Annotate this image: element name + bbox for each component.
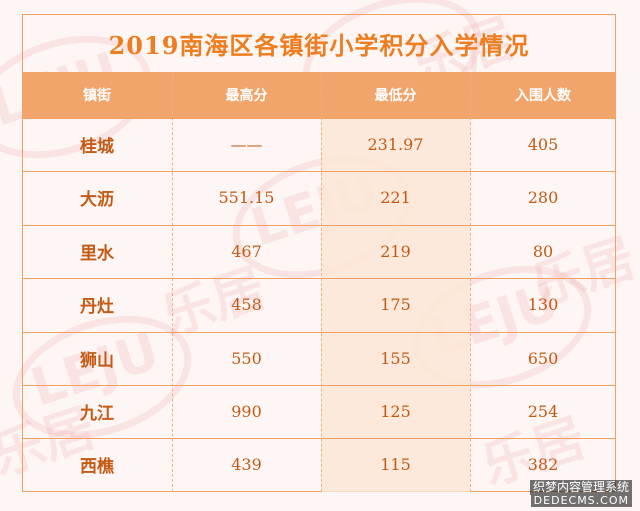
row-divider	[22, 278, 616, 279]
table-cell: 221	[380, 188, 411, 207]
table-cell: ——	[230, 135, 263, 154]
table-cell: 382	[527, 455, 559, 474]
town-name-cell: 狮山	[80, 351, 114, 371]
row-divider	[22, 332, 616, 333]
table-cell: 125	[380, 402, 411, 421]
table-cell: 280	[527, 188, 559, 207]
cms-watermark-domain: DEDECMS.COM	[530, 494, 632, 507]
lowest-score-column-highlight	[321, 118, 470, 492]
table-cell: 254	[527, 402, 559, 421]
table-frame	[22, 14, 616, 492]
town-name-cell: 西樵	[80, 457, 114, 477]
town-name-cell: 丹灶	[80, 297, 114, 317]
town-name-cell: 桂城	[80, 137, 114, 157]
table-cell: 80	[532, 242, 554, 261]
town-name-cell: 九江	[80, 404, 114, 424]
column-header: 最高分	[225, 88, 268, 104]
row-divider	[22, 385, 616, 386]
row-divider	[22, 438, 616, 439]
table-cell: 550	[231, 349, 262, 368]
town-name-cell: 里水	[80, 244, 114, 264]
table-cell: 219	[380, 242, 411, 261]
row-divider	[22, 225, 616, 226]
page-title: 2019南海区各镇街小学积分入学情况	[108, 30, 530, 60]
table-cell: 115	[380, 455, 411, 474]
table-cell: 458	[231, 295, 262, 314]
column-header: 入围人数	[515, 88, 571, 104]
cms-watermark-title: 织梦内容管理系统	[529, 479, 632, 495]
table-cell: 990	[231, 402, 262, 421]
column-header: 最低分	[374, 88, 417, 104]
table-cell: 405	[527, 135, 559, 154]
table-cell: 467	[231, 242, 262, 261]
row-divider	[22, 118, 616, 119]
table-cell: 439	[231, 455, 262, 474]
table-cell: 231.97	[367, 135, 424, 154]
table-header-band	[22, 72, 616, 118]
column-divider	[172, 72, 173, 492]
column-divider	[470, 72, 471, 492]
table-cell: 175	[380, 295, 411, 314]
table-cell: 130	[527, 295, 559, 314]
column-divider	[321, 72, 322, 492]
cms-watermark: 织梦内容管理系统 DEDECMS.COM	[529, 479, 632, 507]
table-cell: 650	[527, 349, 559, 368]
row-divider	[22, 171, 616, 172]
table-cell: 155	[380, 349, 411, 368]
table-cell: 551.15	[218, 188, 275, 207]
column-header: 镇街	[83, 88, 111, 104]
town-name-cell: 大沥	[80, 190, 114, 210]
